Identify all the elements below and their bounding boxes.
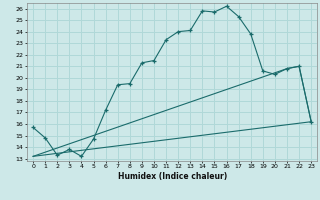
X-axis label: Humidex (Indice chaleur): Humidex (Indice chaleur): [117, 172, 227, 181]
